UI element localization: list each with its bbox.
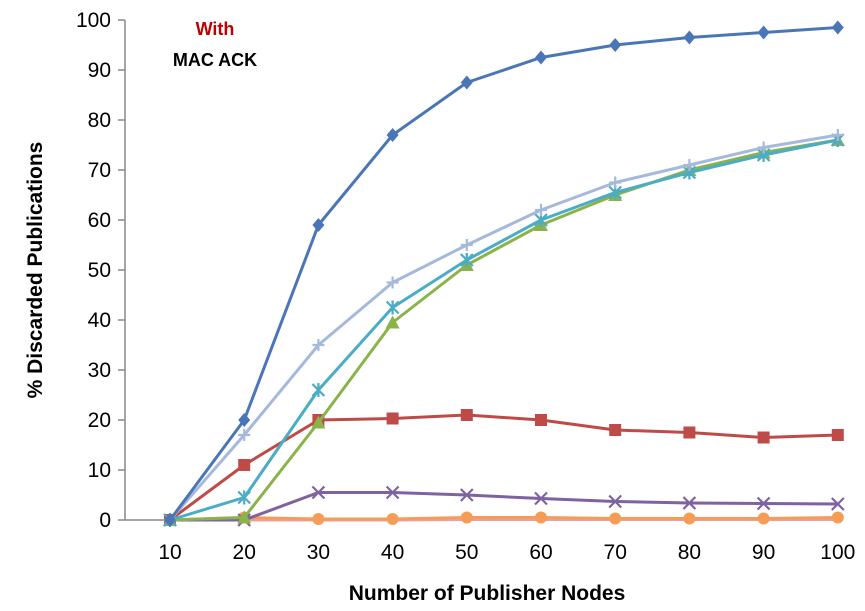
data-point xyxy=(757,141,770,154)
y-tick-label: 20 xyxy=(88,409,111,432)
y-tick-label: 10 xyxy=(88,459,111,482)
data-point xyxy=(238,459,251,471)
y-tick-labels: 0 10 20 30 40 50 60 70 80 90 100 xyxy=(76,9,111,532)
y-tick-label: 100 xyxy=(76,9,111,32)
y-tick-label: 80 xyxy=(88,109,111,132)
series-line xyxy=(168,133,839,521)
series-line xyxy=(169,516,838,522)
data-point xyxy=(386,412,399,425)
series-line xyxy=(168,26,838,521)
x-tick-label: 10 xyxy=(158,541,181,564)
series-line xyxy=(170,491,838,522)
data-point xyxy=(237,490,251,505)
data-point xyxy=(831,20,844,35)
data-point xyxy=(683,30,696,45)
annotation-with: With xyxy=(196,19,235,39)
x-tick-labels: 10 20 30 40 50 60 70 80 90 100 xyxy=(158,541,855,564)
y-tick-label: 0 xyxy=(99,509,111,532)
data-point xyxy=(609,424,622,436)
data-point xyxy=(460,75,473,90)
series-group xyxy=(163,20,845,527)
x-tick-label: 100 xyxy=(820,541,855,564)
data-point xyxy=(460,409,473,421)
data-point xyxy=(386,128,399,142)
x-tick-label: 40 xyxy=(381,541,404,564)
y-tick-label: 60 xyxy=(88,209,111,232)
data-point xyxy=(535,50,547,65)
data-point xyxy=(534,491,548,506)
data-point xyxy=(238,413,251,427)
data-point xyxy=(237,510,252,524)
y-tick-label: 70 xyxy=(88,159,111,182)
data-point xyxy=(682,496,697,510)
data-point xyxy=(238,429,251,441)
x-tick-label: 60 xyxy=(529,541,552,564)
data-point xyxy=(460,253,474,267)
data-point xyxy=(535,511,547,524)
annotation-mac-ack: MAC ACK xyxy=(173,50,257,70)
data-point xyxy=(460,511,473,524)
data-point xyxy=(757,431,770,444)
data-point xyxy=(164,513,176,527)
x-tick-label: 20 xyxy=(233,541,256,564)
data-point xyxy=(831,511,844,524)
data-point xyxy=(535,204,547,216)
data-point xyxy=(386,276,399,289)
x-tick-label: 80 xyxy=(678,541,701,564)
data-point xyxy=(386,513,399,525)
series-3 xyxy=(163,133,845,527)
data-point xyxy=(312,339,325,351)
data-point xyxy=(385,485,400,500)
data-point xyxy=(311,485,326,500)
x-tick-label: 50 xyxy=(455,541,478,564)
data-point xyxy=(312,218,325,232)
data-point xyxy=(831,129,844,141)
x-axis-title: Number of Publisher Nodes xyxy=(349,582,626,605)
x-tick-label: 70 xyxy=(604,541,627,564)
y-axis-title: % Discarded Publications xyxy=(24,142,47,399)
x-tick-label: 90 xyxy=(752,541,775,564)
data-point xyxy=(683,159,696,171)
data-point xyxy=(460,239,473,251)
y-tick-label: 30 xyxy=(88,359,111,382)
data-point xyxy=(311,415,326,429)
series-line xyxy=(169,138,839,522)
data-point xyxy=(756,496,771,511)
y-tick-label: 40 xyxy=(88,309,111,332)
data-point xyxy=(757,512,770,525)
data-point xyxy=(385,300,400,315)
data-point xyxy=(460,488,474,502)
y-tick-label: 90 xyxy=(88,59,111,82)
data-point xyxy=(609,176,622,189)
data-point xyxy=(312,513,325,525)
y-tick-label: 50 xyxy=(88,259,111,282)
data-point xyxy=(385,315,400,329)
data-point xyxy=(683,512,696,525)
data-point xyxy=(535,414,547,426)
data-point xyxy=(608,494,622,509)
data-point xyxy=(311,383,326,397)
series-1 xyxy=(164,20,844,527)
data-point xyxy=(831,497,845,511)
data-point xyxy=(831,429,844,441)
data-point xyxy=(683,426,696,439)
x-tick-label: 30 xyxy=(307,541,330,564)
data-point xyxy=(609,38,622,52)
data-point xyxy=(609,512,622,525)
data-point xyxy=(757,25,770,40)
series-line xyxy=(169,138,839,522)
series-7 xyxy=(164,511,844,526)
